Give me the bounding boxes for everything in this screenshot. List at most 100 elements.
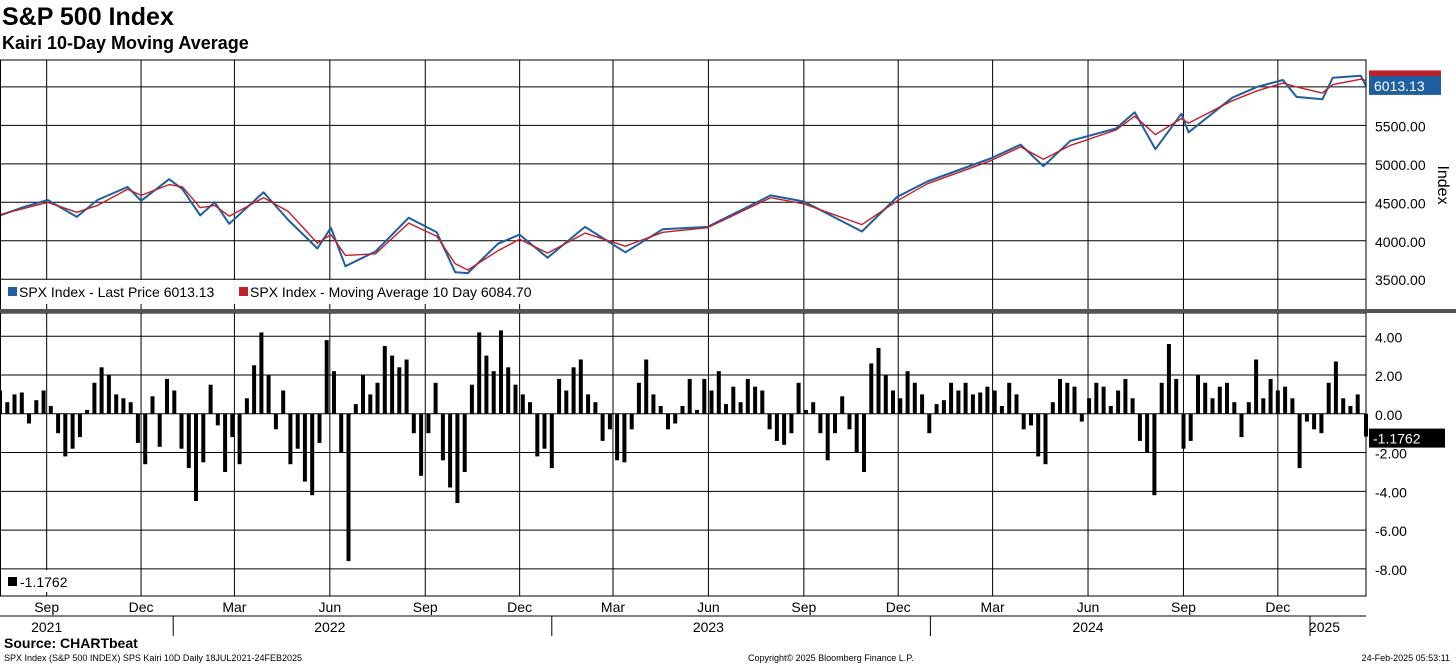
source-note: Source: CHARTbeat [4,635,138,651]
kairi-bar [978,392,983,414]
kairi-bar [1152,413,1157,496]
kairi-bar [738,402,743,414]
kairi-bar [63,413,68,457]
year-tick-label: 2021 [31,619,62,635]
kairi-bar [99,367,104,414]
month-tick-label: Mar [222,599,246,615]
kairi-bar [114,394,119,414]
kairi-bar [876,347,881,414]
footer-description: SPX Index (S&P 500 INDEX) SPS Kairi 10D … [4,653,302,663]
kairi-bar [85,409,90,414]
kairi-bar [295,413,300,449]
panel-divider [0,309,1456,313]
upper-ytick-label: 3500.00 [1375,272,1426,288]
kairi-bar [346,413,351,562]
kairi-bar [281,390,286,414]
legend-swatch-ma [239,287,248,296]
kairi-bar [1246,402,1251,414]
lower-panel-frame [0,312,1367,597]
kairi-bar [716,371,721,414]
kairi-bar [469,384,474,414]
month-tick-label: Sep [413,599,438,615]
month-tick-label: Sep [34,599,59,615]
kairi-bar [760,390,765,414]
kairi-bar [1341,398,1346,414]
kairi-bar [1319,413,1324,434]
kairi-bar [869,363,874,414]
kairi-bar [528,402,532,414]
chart: 3500.00 4000.00 4500.00 5000.00 5500.00 4.00 2… [0,59,1456,636]
kairi-bar [1290,398,1295,414]
upper-legend-background [2,280,554,304]
kairi-bar [1159,382,1164,414]
kairi-bar [731,386,736,414]
kairi-bar [302,413,307,482]
kairi-bar [499,330,503,414]
kairi-bar [266,375,271,414]
kairi-value-box [1369,428,1445,448]
year-tick-label: 2024 [1072,619,1103,635]
lower-ytick-label: -4.00 [1375,484,1407,500]
kairi-bar [833,413,837,434]
legend: SPX Index - Last Price 6013.13 SPX Index … [2,280,554,592]
kairi-bar [782,413,787,445]
kairi-bar [949,382,954,414]
kairi-bar [353,404,358,414]
kairi-bar [513,384,518,414]
kairi-bar [237,413,242,465]
kairi-bar [179,413,184,449]
kairi-bar [1232,402,1237,414]
kairi-bar [1181,413,1186,449]
kairi-bar [658,406,663,414]
kairi-bar [491,371,496,414]
kairi-bar [121,398,126,414]
kairi-bar [840,396,845,414]
kairi-bar [382,346,387,414]
legend-swatch-kairi [8,577,17,586]
kairi-bar [1304,413,1309,422]
kairi-bar [934,404,939,414]
kairi-bar [419,413,424,476]
kairi-bar [644,359,649,414]
kairi-bar [375,382,380,414]
kairi-bar [106,375,111,414]
kairi-bar [1029,413,1033,426]
kairi-bar [542,413,547,449]
kairi-bar [1014,394,1019,414]
kairi-bar [1261,398,1266,414]
kairi-bar [549,413,554,469]
kairi-bar [186,413,191,469]
kairi-value-label: -1.1762 [1373,431,1421,447]
legend-label-price: SPX Index - Last Price 6013.13 [19,284,215,300]
kairi-bar [1174,378,1179,414]
kairi-bar [1210,398,1215,414]
kairi-bar [767,413,772,430]
month-tick-label: Dec [129,599,154,615]
kairi-bar [201,413,206,463]
kairi-bar [1058,378,1062,414]
axis-labels: 3500.00 4000.00 4500.00 5000.00 5500.00 4.00 2… [31,70,1451,635]
kairi-bar [404,359,409,414]
footer-timestamp: 24-Feb-2025 05:53:11 [1361,653,1450,663]
panel-frames [0,59,1456,636]
kairi-bar [898,398,903,414]
lower-ytick-label: 2.00 [1375,368,1402,384]
kairi-bar [77,413,82,438]
kairi-bar [1065,382,1070,414]
kairi-bar [1108,406,1113,414]
kairi-bar [1203,382,1208,414]
kairi-bar [440,413,445,461]
kairi-bar [796,382,801,414]
kairi-bar [615,413,620,461]
footer-copyright: Copyright© 2025 Bloomberg Finance L.P. [748,653,914,663]
kairi-bar [862,413,866,472]
kairi-bar [92,382,97,414]
kairi-bar [135,413,140,443]
upper-ytick-label: 4500.00 [1375,195,1426,211]
kairi-bar [774,413,779,441]
kairi-bar [411,413,416,434]
kairi-bar [1268,378,1273,414]
kairi-bar [600,413,605,441]
kairi-bar [19,392,24,414]
kairi-bar [927,413,932,434]
